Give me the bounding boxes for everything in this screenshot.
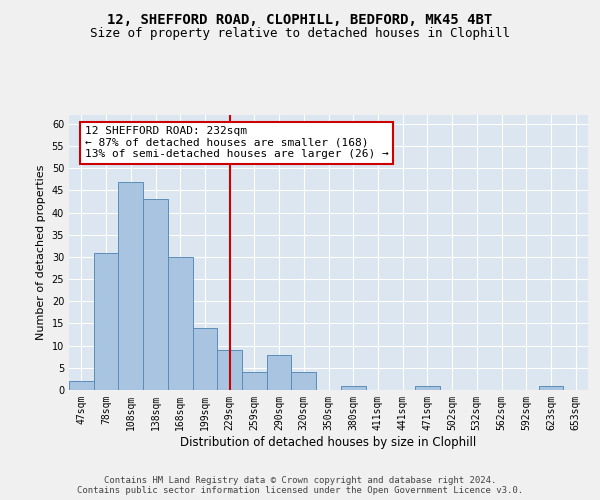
Bar <box>267 354 292 390</box>
Bar <box>69 381 94 390</box>
Y-axis label: Number of detached properties: Number of detached properties <box>36 165 46 340</box>
Bar <box>168 257 193 390</box>
Text: Contains HM Land Registry data © Crown copyright and database right 2024.
Contai: Contains HM Land Registry data © Crown c… <box>77 476 523 495</box>
Bar <box>242 372 267 390</box>
Bar <box>341 386 365 390</box>
Bar <box>539 386 563 390</box>
Bar <box>118 182 143 390</box>
Bar <box>415 386 440 390</box>
Text: 12 SHEFFORD ROAD: 232sqm
← 87% of detached houses are smaller (168)
13% of semi-: 12 SHEFFORD ROAD: 232sqm ← 87% of detach… <box>85 126 388 160</box>
Bar <box>193 328 217 390</box>
X-axis label: Distribution of detached houses by size in Clophill: Distribution of detached houses by size … <box>181 436 476 448</box>
Bar <box>143 200 168 390</box>
Bar <box>217 350 242 390</box>
Bar <box>94 252 118 390</box>
Text: 12, SHEFFORD ROAD, CLOPHILL, BEDFORD, MK45 4BT: 12, SHEFFORD ROAD, CLOPHILL, BEDFORD, MK… <box>107 12 493 26</box>
Bar <box>292 372 316 390</box>
Text: Size of property relative to detached houses in Clophill: Size of property relative to detached ho… <box>90 28 510 40</box>
